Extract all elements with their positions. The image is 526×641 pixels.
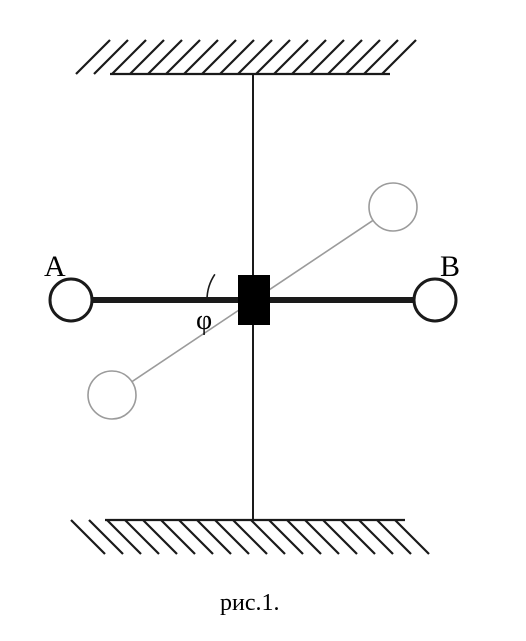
label-phi: φ (196, 305, 212, 337)
diagram-canvas (0, 0, 526, 641)
label-B: B (440, 250, 460, 284)
figure-1: A B φ рис.1. (0, 0, 526, 641)
figure-caption: рис.1. (220, 590, 280, 617)
label-A: A (44, 250, 66, 284)
